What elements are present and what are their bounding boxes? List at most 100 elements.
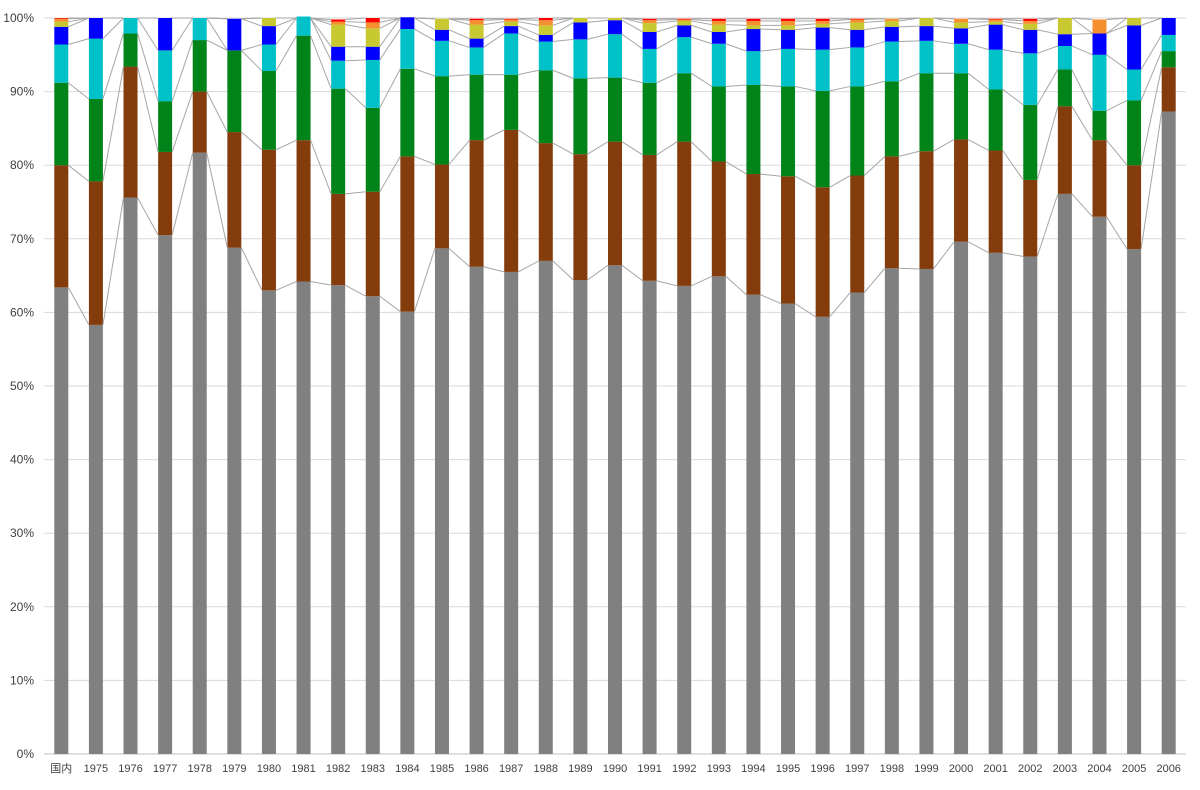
series-line xyxy=(864,41,885,48)
series-line xyxy=(1036,193,1059,257)
series-line xyxy=(725,84,747,87)
series-line xyxy=(621,141,643,156)
bar-segment xyxy=(538,143,553,261)
series-line xyxy=(656,141,678,156)
bar-segment xyxy=(469,18,484,21)
series-line xyxy=(829,292,851,318)
bar-segment xyxy=(608,141,622,266)
bar-segment xyxy=(781,20,796,26)
bar-segment xyxy=(123,66,138,198)
bar-segment xyxy=(1092,216,1107,755)
bar-segment xyxy=(642,31,657,49)
series-line xyxy=(137,33,159,102)
bar-segment xyxy=(677,25,692,38)
bar-segments xyxy=(54,16,1176,755)
series-line xyxy=(379,156,401,192)
bar-segment xyxy=(711,43,726,87)
bar-segment xyxy=(504,18,519,20)
bar-segment xyxy=(884,26,899,42)
bar-segment xyxy=(919,73,934,152)
bar-segment xyxy=(711,31,726,44)
series-line xyxy=(794,27,816,31)
bar-segment xyxy=(434,76,449,165)
series-line xyxy=(933,25,955,29)
series-line xyxy=(345,191,366,195)
bar-segment xyxy=(1023,53,1038,105)
series-line xyxy=(1140,67,1163,166)
series-line xyxy=(275,281,297,291)
bar-segment xyxy=(227,247,242,754)
x-tick-label: 1984 xyxy=(395,763,419,775)
bar-segment xyxy=(608,20,622,35)
x-tick-label: 国内 xyxy=(50,761,72,775)
bar-segment xyxy=(781,29,796,49)
bar-segment xyxy=(365,296,380,754)
bar-segment xyxy=(261,18,276,27)
bar-segment xyxy=(54,287,69,754)
series-line xyxy=(171,17,194,51)
y-axis-tick-labels: 0% 10% 20% 30% 40% 50% 60% 70% 80% 90% 100% xyxy=(3,11,34,761)
bar-segment xyxy=(88,18,103,39)
bar-segment xyxy=(746,18,761,21)
series-line xyxy=(137,66,159,153)
bar-segment xyxy=(642,48,657,83)
x-tick-label: 1983 xyxy=(361,763,385,775)
series-line xyxy=(898,150,920,157)
bar-segment xyxy=(261,70,276,150)
bar-segment xyxy=(296,281,311,754)
series-line xyxy=(621,33,643,50)
bar-segment xyxy=(954,18,969,23)
y-tick-label: 10% xyxy=(10,673,34,687)
x-tick-label: 1999 xyxy=(914,763,938,775)
series-line xyxy=(621,77,643,84)
series-line xyxy=(344,88,367,109)
series-line xyxy=(1140,111,1163,250)
x-tick-label: 1978 xyxy=(187,763,211,775)
bar-segment xyxy=(1127,25,1142,70)
series-line xyxy=(67,164,90,182)
bar-segment xyxy=(434,164,449,249)
series-line xyxy=(448,139,470,165)
series-line xyxy=(725,43,747,52)
series-line xyxy=(933,241,955,270)
bar-segment xyxy=(954,241,969,754)
bar-segment xyxy=(1023,256,1038,754)
series-line xyxy=(1106,99,1128,112)
series-line xyxy=(518,69,539,76)
series-line xyxy=(1036,69,1059,106)
bar-segment xyxy=(469,20,484,25)
x-tick-label: 2004 xyxy=(1087,763,1111,775)
bar-segment xyxy=(123,197,138,755)
bar-segment xyxy=(1161,34,1176,52)
bar-segment xyxy=(746,174,761,295)
series-lines xyxy=(67,17,1163,326)
series-line xyxy=(1002,18,1024,22)
x-tick-label: 2003 xyxy=(1053,763,1077,775)
series-line xyxy=(690,72,713,87)
bar-segment xyxy=(850,175,865,293)
bar-segment xyxy=(781,18,796,21)
bar-segment xyxy=(158,50,173,102)
bar-segment xyxy=(296,35,311,141)
series-line xyxy=(241,44,263,51)
bar-segment xyxy=(677,18,692,20)
series-line xyxy=(241,18,263,27)
series-line xyxy=(379,17,401,23)
series-line xyxy=(725,275,747,296)
bar-segment xyxy=(1161,18,1176,35)
bar-segment xyxy=(608,34,622,78)
series-line xyxy=(552,142,574,155)
series-line xyxy=(483,25,505,40)
x-axis-tick-labels: 国内 1975 1976 1977 1978 1979 1980 1981 1982 1983 19… xyxy=(50,761,1181,775)
bar-segment xyxy=(538,260,553,754)
bar-segment xyxy=(331,88,346,194)
bar-segment xyxy=(331,21,346,25)
series-line xyxy=(171,91,194,153)
bar-segment xyxy=(158,235,173,754)
bar-segment xyxy=(331,19,346,22)
x-tick-label: 1990 xyxy=(603,763,627,775)
bar-segment xyxy=(469,38,484,48)
bar-segment xyxy=(954,28,969,44)
bar-segment xyxy=(677,73,692,142)
bar-segment xyxy=(331,24,346,47)
